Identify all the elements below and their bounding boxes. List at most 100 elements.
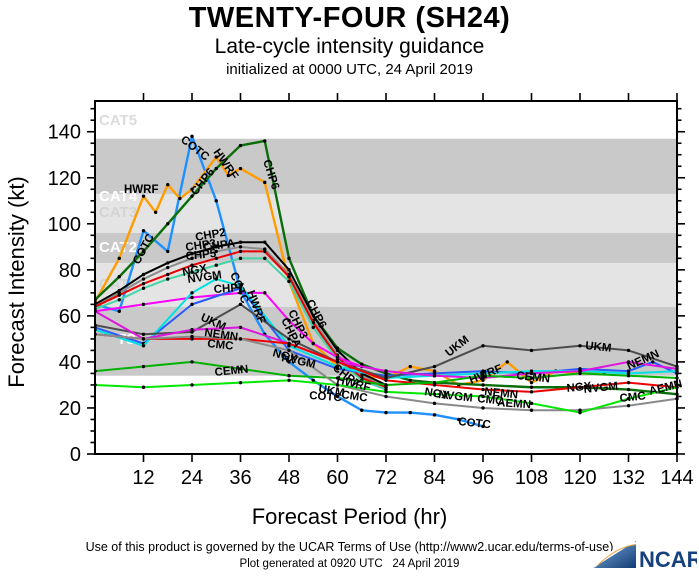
series-point-CHP5	[166, 277, 170, 281]
x-tick-label: 24	[181, 467, 203, 489]
series-point-CEMN	[529, 376, 534, 380]
band-CAT5	[95, 100, 677, 139]
x-tick-label: 96	[472, 467, 494, 489]
series-point-CHP6	[141, 249, 146, 254]
series-point-CHP7	[238, 291, 243, 295]
y-tick-label: 60	[59, 306, 81, 328]
series-point-HWRF	[226, 173, 231, 178]
y-axis-title: Forecast Intensity (kt)	[4, 176, 29, 388]
model-label-CEMN: CEMN	[516, 370, 551, 385]
y-tick-label: 120	[48, 168, 81, 190]
series-point-CMC	[238, 337, 243, 341]
series-point-unlabeled-green	[238, 380, 243, 385]
series-point-CHP3	[214, 249, 218, 254]
series-point-CHPA	[287, 275, 291, 279]
series-point-HWRF	[529, 380, 534, 385]
band-CAT1	[95, 262, 677, 307]
series-point-CEMN	[141, 364, 146, 369]
y-tick-label: 20	[59, 398, 81, 420]
series-point-UKM	[481, 344, 485, 348]
series-point-COTC	[117, 309, 121, 313]
series-point-UKM	[141, 332, 146, 336]
series-point-CEMN	[481, 374, 485, 378]
band-TS	[95, 306, 677, 376]
series-point-CHP2	[238, 240, 243, 244]
series-point-CHP3	[190, 256, 194, 261]
y-tick-label: 40	[59, 352, 81, 374]
band-CAT4	[95, 138, 677, 194]
series-point-CHP6	[166, 222, 170, 226]
series-point-CMC	[190, 334, 194, 339]
series-point-CEMN	[190, 360, 194, 364]
series-point-COTC	[481, 424, 485, 429]
series-point-CEMN	[238, 367, 243, 371]
series-point-CHP6	[117, 275, 121, 279]
series-point-CHP6	[529, 385, 534, 389]
series-point-UKM	[287, 337, 291, 341]
series-point-CHP7	[190, 295, 194, 300]
model-label-HWRF: HWRF	[124, 184, 159, 196]
series-point-AEMN	[481, 387, 485, 392]
series-point-NGX	[651, 360, 655, 364]
series-point-unlabeled-green	[335, 383, 340, 387]
y-tick-label: 140	[48, 122, 81, 144]
model-label-CHP3: CHP3	[185, 238, 217, 254]
series-point-COTC	[287, 360, 291, 364]
series-point-COTC	[141, 229, 146, 233]
series-point-unlabeled-green	[384, 390, 388, 394]
x-tick-label: 12	[132, 467, 154, 489]
series-point-CHP2	[263, 240, 267, 244]
model-label-CEMN: CEMN	[214, 364, 249, 379]
plot-generated-text: Plot generated at 0920 UTC 24 April 2019	[239, 558, 460, 570]
series-point-COTC	[457, 417, 461, 422]
series-point-CHP6	[263, 139, 267, 143]
series-point-CMC	[287, 348, 291, 353]
ncar-logo-triangle	[593, 541, 636, 568]
series-point-NEMN	[432, 374, 437, 378]
series-point-NVGM	[238, 284, 243, 288]
ncar-logo-arc	[593, 541, 637, 568]
series-point-CHP6	[287, 256, 291, 261]
series-point-UKM	[238, 302, 243, 307]
band-label-CAT3: CAT3	[99, 204, 137, 221]
series-point-CHP3	[166, 265, 170, 270]
series-point-CHP3	[141, 277, 146, 281]
band-label-CAT5: CAT5	[99, 112, 137, 129]
x-tick-label: 48	[278, 467, 300, 489]
series-point-NGX	[190, 302, 194, 307]
series-point-CHP5	[190, 270, 194, 274]
series-point-CHPA	[190, 263, 194, 267]
series-CHP7	[94, 291, 387, 373]
series-point-CHPA	[238, 249, 243, 254]
series-point-unlabeled-green	[287, 378, 291, 383]
series-point-UKM	[578, 344, 582, 348]
series-point-AEMN	[384, 378, 388, 383]
series-point-COTC	[432, 413, 437, 417]
x-tick-label: 60	[326, 467, 348, 489]
y-tick-label: 80	[59, 260, 81, 282]
y-tick-label: 100	[48, 214, 81, 236]
ncar-logo-text: NCAR	[639, 547, 697, 572]
series-point-CHPA	[141, 281, 146, 286]
series-point-AEMN	[626, 380, 631, 385]
series-point-CMC	[626, 403, 631, 408]
series-point-COTC	[335, 394, 340, 399]
series-point-CHP7	[141, 302, 146, 307]
series-point-CHP6	[481, 383, 485, 387]
model-label-NGX: NGX	[423, 386, 450, 402]
series-point-unlabeled-green	[481, 394, 485, 399]
model-label-NEMN: NEMN	[484, 386, 519, 401]
series-point-NEMN	[238, 325, 243, 330]
series-point-COTC	[166, 249, 170, 254]
series-point-CHP2	[335, 348, 340, 353]
series-point-NEMN	[384, 369, 388, 373]
series-point-NVGM	[214, 277, 218, 281]
series-point-AEMN	[287, 341, 291, 346]
series-point-CMC	[141, 337, 146, 341]
series-point-AEMN	[529, 390, 534, 394]
series-point-CHP6	[238, 143, 243, 148]
series-point-unlabeled-green	[529, 401, 534, 406]
series-point-CHP2	[190, 252, 194, 256]
band-label-CAT2: CAT2	[99, 239, 137, 256]
ncar-logo-arc-accent	[596, 544, 637, 567]
